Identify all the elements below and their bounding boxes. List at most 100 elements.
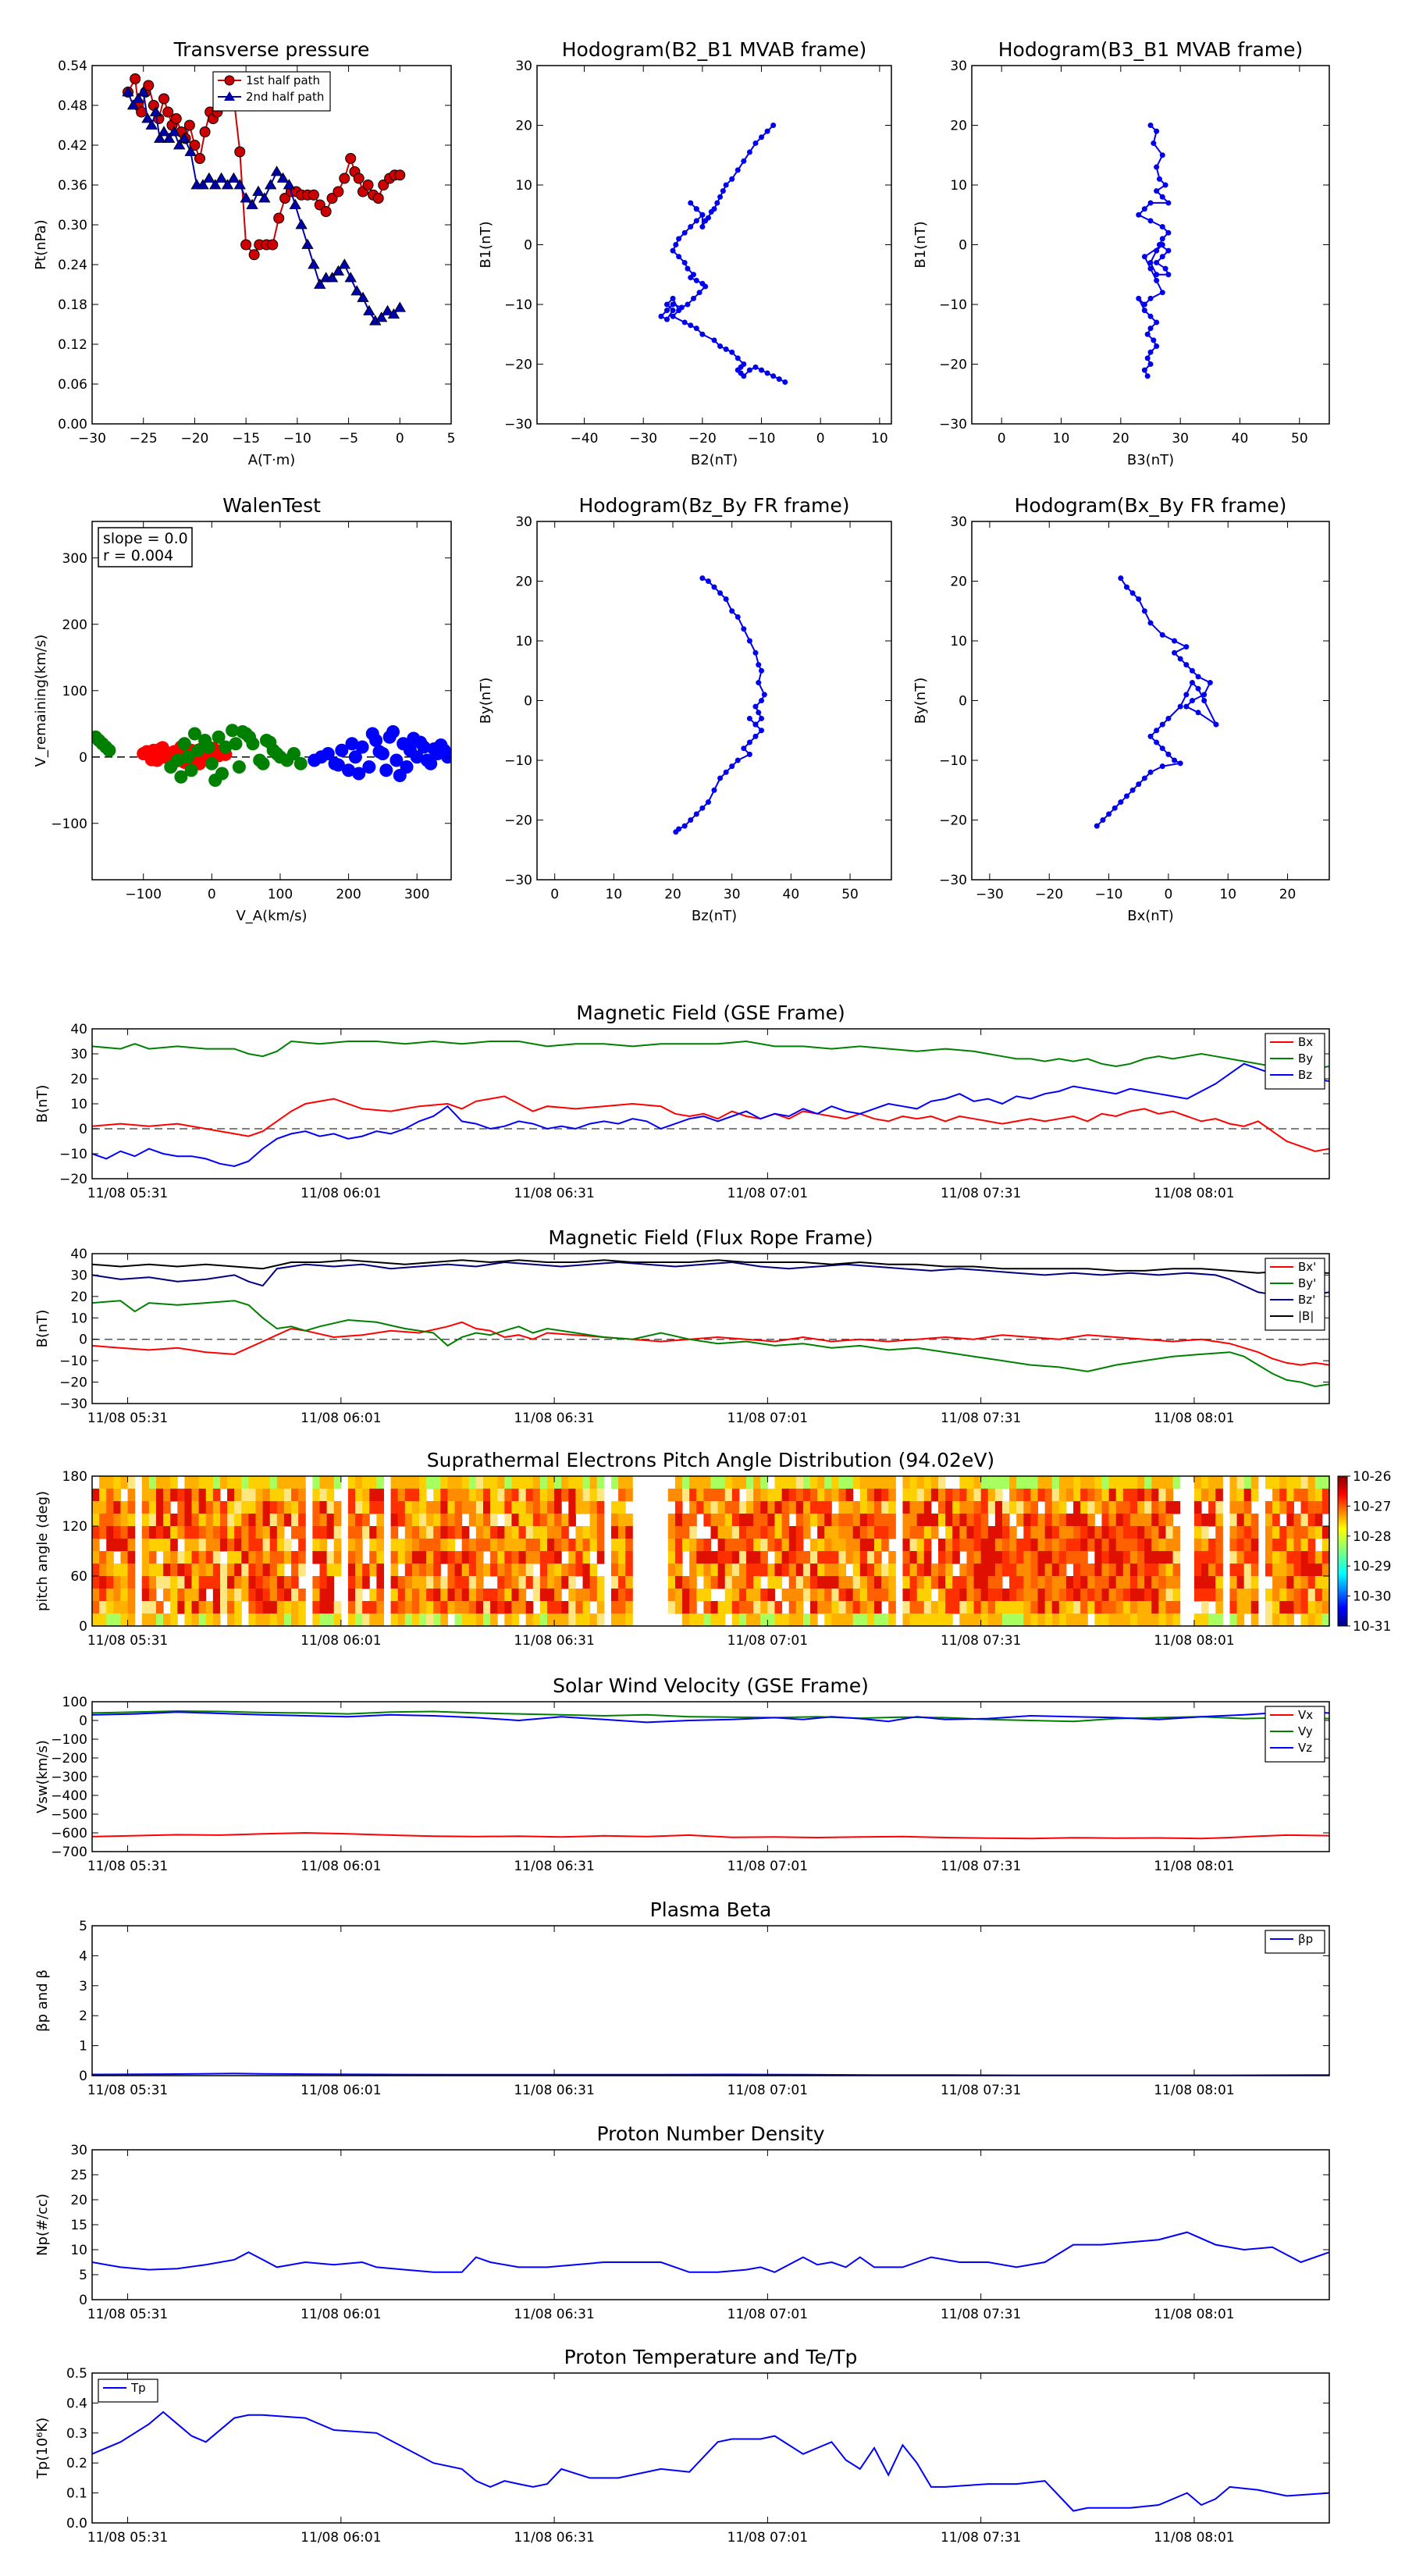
data-point [178,132,190,143]
data-point [350,285,363,296]
heatmap-cell [440,1551,448,1564]
data-point [365,727,379,741]
data-point [1159,721,1165,728]
data-point [1177,656,1183,662]
heatmap-cell [106,1489,114,1502]
heatmap-cell [376,1501,384,1514]
heatmap-cell [1300,1539,1309,1552]
heatmap-cell [568,1551,576,1564]
heatmap-cell [205,1489,214,1502]
heatmap-cell [298,1564,306,1577]
heatmap-cell [881,1539,889,1552]
heatmap-cell [930,1576,939,1589]
heatmap-cell [866,1576,875,1589]
y-tick-label: −10 [59,1147,87,1162]
heatmap-cell [717,1514,726,1527]
data-point [752,721,759,728]
heatmap-cell [333,1601,342,1614]
heatmap-cell [980,1514,989,1527]
heatmap-cell [184,1476,193,1489]
data-point [696,290,702,296]
heatmap-cell [738,1601,747,1614]
heatmap-cell [1286,1526,1294,1539]
heatmap-cell [788,1551,797,1564]
heatmap-cell [1236,1539,1245,1552]
heatmap-cell [276,1551,285,1564]
heatmap-cell [753,1539,761,1552]
heatmap-cell [980,1551,989,1564]
heatmap-cell [781,1564,790,1577]
heatmap-cell [824,1576,832,1589]
heatmap-cell [475,1526,484,1539]
heatmap-cell [283,1551,292,1564]
heatmap-cell [1172,1476,1181,1489]
x-tick-label: 40 [783,887,800,902]
heatmap-cell [1129,1551,1138,1564]
data-point [227,172,240,183]
heatmap-cell [504,1476,512,1489]
heatmap-cell [440,1476,448,1489]
data-point [1136,295,1142,301]
legend-label: 2nd half path [246,90,324,104]
heatmap-cell [618,1601,626,1614]
heatmap-cell [959,1526,967,1539]
x-tick-label: 11/08 06:01 [301,2530,381,2546]
y-axis-label: By(nT) [912,678,929,724]
heatmap-cell [888,1514,896,1527]
heatmap-cell [1158,1514,1166,1527]
heatmap-cell [319,1514,328,1527]
heatmap-cell [490,1539,498,1552]
heatmap-cell [610,1589,619,1602]
data-point [289,198,301,209]
data-point [1189,667,1195,674]
series-line-0 [660,124,786,383]
heatmap-cell [291,1551,299,1564]
y-tick-label: −30 [504,873,532,888]
heatmap-cell [788,1526,797,1539]
heatmap-cell [568,1601,576,1614]
heatmap-cell [1265,1476,1273,1489]
heatmap-cell [1058,1476,1067,1489]
heatmap-cell [1243,1564,1252,1577]
x-tick-label: 11/08 06:31 [514,2083,594,2098]
x-tick-label: −30 [976,887,1004,902]
heatmap-cell [177,1514,185,1527]
heatmap-cell [817,1576,825,1589]
data-point [240,239,252,251]
heatmap-cell [1009,1589,1017,1602]
heatmap-cell [127,1576,136,1589]
heatmap-cell [596,1526,605,1539]
heatmap-cell [212,1614,221,1626]
heatmap-cell [546,1539,555,1552]
heatmap-cell [177,1564,185,1577]
heatmap-cell [1115,1551,1124,1564]
heatmap-cell [461,1551,470,1564]
data-point [427,742,441,756]
heatmap-cell [127,1614,136,1626]
heatmap-cell [1051,1564,1060,1577]
heatmap-cell [810,1614,818,1626]
heatmap-cell [1137,1526,1145,1539]
heatmap-cell [973,1539,982,1552]
heatmap-cell [888,1576,896,1589]
data-point [1159,632,1165,638]
heatmap-cell [1243,1476,1252,1489]
heatmap-cell [454,1564,463,1577]
heatmap-cell [724,1476,733,1489]
heatmap-cell [454,1614,463,1626]
heatmap-cell [937,1501,946,1514]
heatmap-cell [1108,1476,1117,1489]
heatmap-cell [248,1489,257,1502]
heatmap-cell [419,1501,427,1514]
heatmap-cell [1030,1476,1039,1489]
heatmap-cell [262,1614,271,1626]
heatmap-cell [980,1476,989,1489]
heatmap-cell [1129,1601,1138,1614]
heatmap-cell [738,1501,747,1514]
heatmap-cell [490,1514,498,1527]
heatmap-cell [1215,1514,1223,1527]
data-point [1100,817,1106,823]
data-point [348,750,362,764]
heatmap-cell [1151,1539,1159,1552]
heatmap-cell [99,1489,107,1502]
